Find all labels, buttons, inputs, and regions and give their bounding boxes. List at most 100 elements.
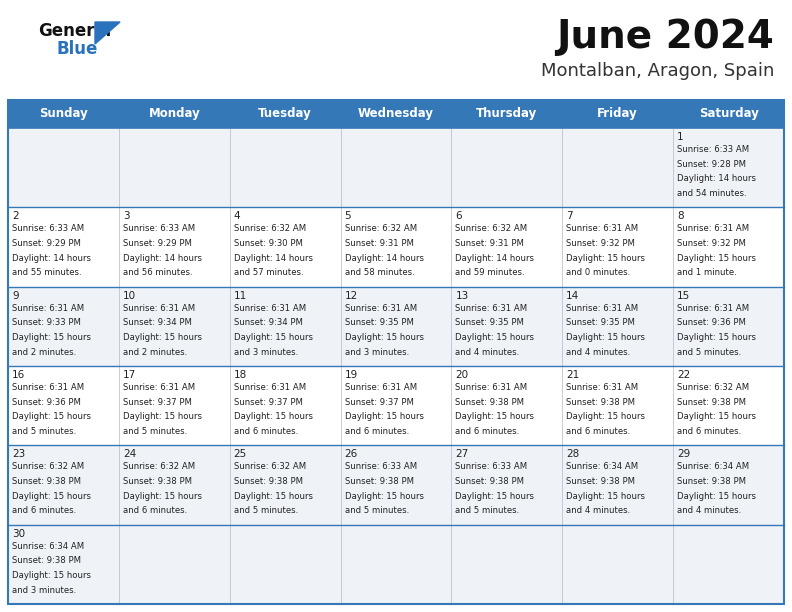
Text: Sunset: 9:28 PM: Sunset: 9:28 PM [677, 160, 746, 169]
Text: Sunset: 9:37 PM: Sunset: 9:37 PM [234, 398, 303, 407]
Text: 8: 8 [677, 211, 683, 222]
Text: and 6 minutes.: and 6 minutes. [123, 506, 187, 515]
Text: 5: 5 [345, 211, 351, 222]
Text: Sunrise: 6:32 AM: Sunrise: 6:32 AM [234, 225, 306, 233]
Text: Sunset: 9:36 PM: Sunset: 9:36 PM [677, 318, 746, 327]
Text: and 57 minutes.: and 57 minutes. [234, 269, 303, 277]
Text: 26: 26 [345, 449, 358, 460]
Text: Sunrise: 6:33 AM: Sunrise: 6:33 AM [677, 145, 749, 154]
Text: and 4 minutes.: and 4 minutes. [677, 506, 741, 515]
Text: Sunset: 9:30 PM: Sunset: 9:30 PM [234, 239, 303, 248]
Text: Sunrise: 6:32 AM: Sunrise: 6:32 AM [455, 225, 527, 233]
Text: 21: 21 [566, 370, 580, 380]
Text: Daylight: 14 hours: Daylight: 14 hours [677, 174, 756, 184]
Bar [8, 100, 784, 128]
Text: Sunrise: 6:34 AM: Sunrise: 6:34 AM [566, 462, 638, 471]
Text: 17: 17 [123, 370, 136, 380]
Text: 7: 7 [566, 211, 573, 222]
Text: Montalban, Aragon, Spain: Montalban, Aragon, Spain [541, 62, 774, 80]
Text: 29: 29 [677, 449, 691, 460]
Text: Sunrise: 6:31 AM: Sunrise: 6:31 AM [677, 304, 749, 313]
Text: and 6 minutes.: and 6 minutes. [12, 506, 76, 515]
Text: Sunset: 9:31 PM: Sunset: 9:31 PM [455, 239, 524, 248]
Text: Sunset: 9:38 PM: Sunset: 9:38 PM [455, 477, 524, 486]
Text: Daylight: 15 hours: Daylight: 15 hours [455, 333, 535, 342]
Text: and 3 minutes.: and 3 minutes. [12, 586, 76, 595]
Text: Sunrise: 6:31 AM: Sunrise: 6:31 AM [455, 304, 527, 313]
Text: Daylight: 15 hours: Daylight: 15 hours [123, 491, 202, 501]
Text: and 6 minutes.: and 6 minutes. [345, 427, 409, 436]
Text: 19: 19 [345, 370, 358, 380]
Bar [8, 446, 784, 524]
Text: Sunset: 9:33 PM: Sunset: 9:33 PM [12, 318, 81, 327]
Text: Sunrise: 6:31 AM: Sunrise: 6:31 AM [566, 383, 638, 392]
Text: Daylight: 15 hours: Daylight: 15 hours [345, 333, 424, 342]
Text: Sunrise: 6:31 AM: Sunrise: 6:31 AM [234, 383, 306, 392]
Text: Daylight: 14 hours: Daylight: 14 hours [455, 254, 535, 263]
Text: Sunset: 9:37 PM: Sunset: 9:37 PM [123, 398, 192, 407]
Text: 20: 20 [455, 370, 469, 380]
Text: and 4 minutes.: and 4 minutes. [566, 506, 630, 515]
Text: Sunset: 9:38 PM: Sunset: 9:38 PM [566, 477, 635, 486]
Text: Daylight: 14 hours: Daylight: 14 hours [234, 254, 313, 263]
Text: Daylight: 15 hours: Daylight: 15 hours [677, 333, 756, 342]
Text: Daylight: 15 hours: Daylight: 15 hours [677, 491, 756, 501]
Text: Blue: Blue [57, 40, 98, 58]
Text: and 4 minutes.: and 4 minutes. [455, 348, 520, 357]
Text: Daylight: 15 hours: Daylight: 15 hours [566, 254, 645, 263]
Text: Daylight: 15 hours: Daylight: 15 hours [12, 571, 91, 580]
Text: Sunrise: 6:31 AM: Sunrise: 6:31 AM [677, 225, 749, 233]
Text: and 6 minutes.: and 6 minutes. [455, 427, 520, 436]
Text: Daylight: 14 hours: Daylight: 14 hours [123, 254, 202, 263]
Text: and 55 minutes.: and 55 minutes. [12, 269, 82, 277]
Text: Daylight: 15 hours: Daylight: 15 hours [123, 333, 202, 342]
Text: Sunset: 9:38 PM: Sunset: 9:38 PM [234, 477, 303, 486]
Text: Sunset: 9:38 PM: Sunset: 9:38 PM [345, 477, 413, 486]
Text: Daylight: 15 hours: Daylight: 15 hours [455, 412, 535, 421]
Text: Sunrise: 6:31 AM: Sunrise: 6:31 AM [455, 383, 527, 392]
Text: Sunrise: 6:31 AM: Sunrise: 6:31 AM [345, 304, 417, 313]
Text: Sunset: 9:38 PM: Sunset: 9:38 PM [566, 398, 635, 407]
Text: Sunset: 9:32 PM: Sunset: 9:32 PM [566, 239, 635, 248]
Bar [8, 286, 784, 366]
Text: Daylight: 15 hours: Daylight: 15 hours [123, 412, 202, 421]
Text: 16: 16 [12, 370, 25, 380]
Text: 23: 23 [12, 449, 25, 460]
Bar [8, 207, 784, 286]
Text: 1: 1 [677, 132, 683, 142]
Text: and 6 minutes.: and 6 minutes. [677, 427, 741, 436]
Text: Sunset: 9:36 PM: Sunset: 9:36 PM [12, 398, 81, 407]
Text: Sunset: 9:29 PM: Sunset: 9:29 PM [123, 239, 192, 248]
Text: 18: 18 [234, 370, 247, 380]
Text: and 4 minutes.: and 4 minutes. [566, 348, 630, 357]
Text: and 2 minutes.: and 2 minutes. [123, 348, 187, 357]
Text: Sunrise: 6:31 AM: Sunrise: 6:31 AM [12, 383, 84, 392]
Text: Daylight: 15 hours: Daylight: 15 hours [234, 412, 313, 421]
Text: Sunrise: 6:32 AM: Sunrise: 6:32 AM [12, 462, 84, 471]
Text: Sunset: 9:35 PM: Sunset: 9:35 PM [345, 318, 413, 327]
Text: 6: 6 [455, 211, 462, 222]
Text: Daylight: 14 hours: Daylight: 14 hours [12, 254, 91, 263]
Text: and 6 minutes.: and 6 minutes. [566, 427, 630, 436]
Text: Friday: Friday [597, 108, 638, 121]
Text: Daylight: 15 hours: Daylight: 15 hours [566, 491, 645, 501]
Text: Sunrise: 6:31 AM: Sunrise: 6:31 AM [123, 383, 195, 392]
Text: and 0 minutes.: and 0 minutes. [566, 269, 630, 277]
Text: Sunrise: 6:32 AM: Sunrise: 6:32 AM [234, 462, 306, 471]
Text: Sunset: 9:35 PM: Sunset: 9:35 PM [566, 318, 635, 327]
Text: 15: 15 [677, 291, 691, 300]
Text: Sunrise: 6:33 AM: Sunrise: 6:33 AM [455, 462, 527, 471]
Text: and 58 minutes.: and 58 minutes. [345, 269, 414, 277]
Text: 2: 2 [12, 211, 19, 222]
Text: Sunrise: 6:33 AM: Sunrise: 6:33 AM [123, 225, 195, 233]
Text: Wednesday: Wednesday [358, 108, 434, 121]
Text: Sunset: 9:34 PM: Sunset: 9:34 PM [123, 318, 192, 327]
Text: Daylight: 15 hours: Daylight: 15 hours [677, 412, 756, 421]
Polygon shape [95, 22, 120, 44]
Text: Sunset: 9:34 PM: Sunset: 9:34 PM [234, 318, 303, 327]
Text: Daylight: 15 hours: Daylight: 15 hours [12, 412, 91, 421]
Text: and 5 minutes.: and 5 minutes. [234, 506, 298, 515]
Text: Sunrise: 6:32 AM: Sunrise: 6:32 AM [123, 462, 195, 471]
Text: Monday: Monday [148, 108, 200, 121]
Text: 25: 25 [234, 449, 247, 460]
